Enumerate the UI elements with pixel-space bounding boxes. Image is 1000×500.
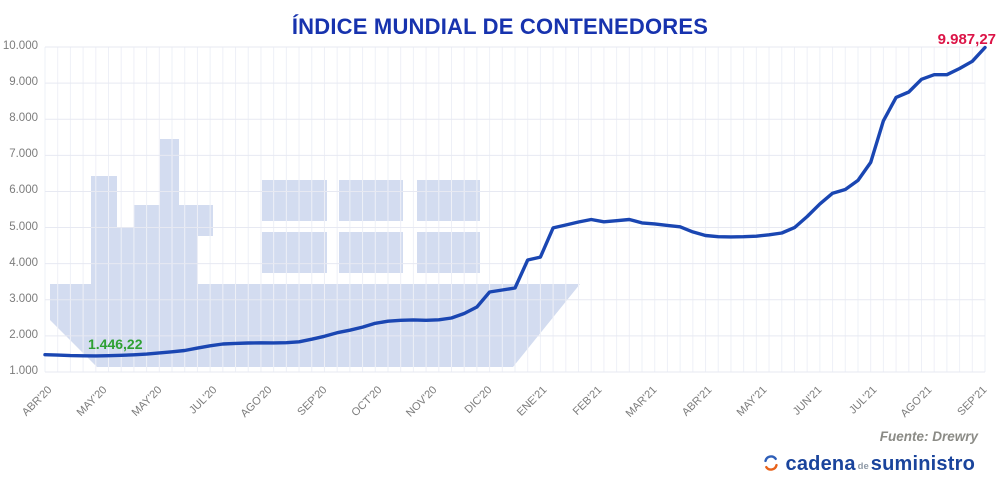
chart-title: ÍNDICE MUNDIAL DE CONTENEDORES <box>291 14 709 39</box>
ship-container <box>339 232 403 273</box>
line-series <box>43 45 987 358</box>
ship-hull <box>50 284 580 367</box>
latest-value-label: 9.987,27 <box>937 31 996 48</box>
ship-mast <box>160 139 179 209</box>
logo-word-de: de <box>857 460 869 472</box>
wci-line-series <box>43 45 987 358</box>
ship-container <box>417 180 480 221</box>
ship-container <box>262 180 327 221</box>
gridlines <box>44 46 986 373</box>
container-ship-watermark <box>50 139 580 367</box>
y-axis-tick-label: 9.000 <box>9 76 38 89</box>
y-axis-tick-label: 1.000 <box>9 365 38 377</box>
ship-container <box>262 232 327 273</box>
y-axis-tick-label: 4.000 <box>9 256 38 269</box>
y-axis-tick-label: 6.000 <box>9 184 38 197</box>
cycle-arrows-icon <box>763 455 778 471</box>
ship-bridge-main <box>117 228 198 284</box>
y-axis-tick-label: 3.000 <box>9 292 38 305</box>
ship-container <box>339 180 403 221</box>
logo-word-cadena: cadena <box>785 453 856 475</box>
y-axis-tick-label: 7.000 <box>9 148 38 161</box>
y-axis-tick-label: 10.000 <box>2 40 38 52</box>
ship-tower <box>91 176 117 284</box>
min-value-label: 1.446,22 <box>88 336 143 352</box>
logo-word-suministro: suministro <box>870 453 975 475</box>
y-axis-tick-label: 2.000 <box>9 328 38 341</box>
y-axis-tick-label: 5.000 <box>9 220 38 233</box>
y-axis-tick-label: 8.000 <box>9 112 38 125</box>
brand-logo[interactable]: cadena de suministro <box>762 454 975 474</box>
source-caption: Fuente: Drewry <box>879 429 978 444</box>
ship-container <box>417 232 480 273</box>
